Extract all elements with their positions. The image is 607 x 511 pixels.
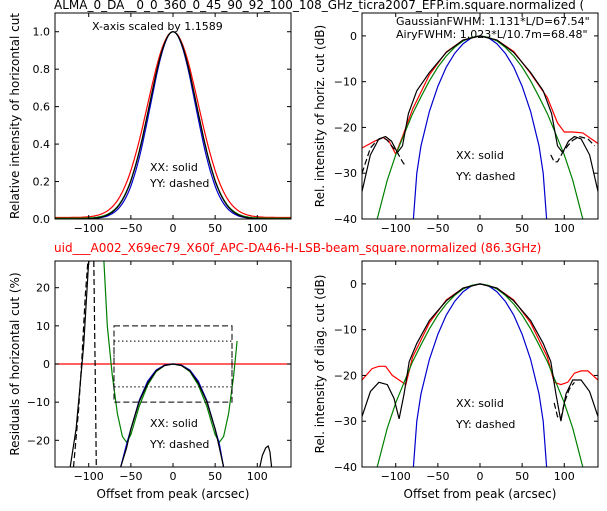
tr-ytick-label: −10: [334, 76, 357, 89]
tr-ytick-label: −20: [334, 121, 357, 134]
bl-xtick-label: 0: [170, 470, 177, 483]
tl-xx-annotation: XX: solid: [150, 161, 198, 174]
br-xtick-label: −100: [381, 470, 411, 483]
bl-ytick-label: −20: [27, 434, 50, 447]
tr-plot-area: [362, 35, 598, 219]
tr-ylabel: Rel. intensity of horiz. cut (dB): [313, 25, 327, 207]
tl-scale-annotation: X-axis scaled by 1.1589: [92, 20, 223, 33]
br-xtick-label: 0: [477, 470, 484, 483]
bl-ytick-label: −10: [27, 396, 50, 409]
tr-series-black-dashed-r-line: [550, 135, 596, 163]
tr-ytick-label: 0: [350, 30, 357, 43]
tl-xtick-label: 50: [208, 222, 222, 235]
bl-box-dotted: [113, 340, 233, 388]
br-ytick-label: 0: [350, 278, 357, 291]
bl-plot-area: [55, 261, 291, 467]
bl-xx-annotation: XX: solid: [150, 417, 198, 430]
bl-xtick-label: −100: [74, 470, 104, 483]
tl-ytick-label: 0.2: [33, 176, 51, 189]
tl-ytick-label: 0.4: [33, 138, 51, 151]
bl-ytick-label: 20: [36, 282, 50, 295]
bl-yy-annotation: YY: dashed: [149, 438, 209, 451]
tr-ytick-label: −30: [334, 167, 357, 180]
tr-xtick-label: −100: [381, 222, 411, 235]
br-xtick-label: −50: [426, 470, 449, 483]
tr-series-blue-line: [412, 35, 548, 219]
br-xx-annotation: XX: solid: [456, 397, 504, 410]
tr-xtick-label: 50: [515, 222, 529, 235]
bl-series-green-line: [103, 261, 238, 444]
bl-series-black-line: [120, 363, 225, 467]
tl-xtick-label: −50: [119, 222, 142, 235]
tr-xtick-label: 0: [477, 222, 484, 235]
tl-yy-annotation: YY: dashed: [149, 177, 209, 190]
bl-series-black-dashed-l-line: [72, 261, 89, 467]
tr-yy-annotation: YY: dashed: [455, 170, 515, 183]
tl-xtick-label: −100: [74, 222, 104, 235]
tr-series-black-dashed-line: [362, 136, 407, 174]
tr-xtick-label: 100: [554, 222, 575, 235]
br-series-blue-line: [412, 283, 548, 467]
tr-series-black-line: [362, 35, 598, 192]
br-xlabel: Offset from peak (arcsec): [404, 487, 557, 501]
br-ytick-label: −10: [334, 324, 357, 337]
br-ytick-label: −20: [334, 369, 357, 382]
bl-xtick-label: −50: [119, 470, 142, 483]
br-xtick-label: 50: [515, 470, 529, 483]
tl-ytick-label: 0.6: [33, 101, 51, 114]
tl-series-blue-line: [55, 31, 291, 219]
bl-xlabel: Offset from peak (arcsec): [97, 487, 250, 501]
tr-ytick-label: −40: [334, 213, 357, 226]
tr-xx-annotation: XX: solid: [456, 149, 504, 162]
br-ytick-label: −40: [334, 461, 357, 474]
tr-axes-frame: [361, 12, 599, 220]
bl-ylabel: Residuals of horizontal cut (%): [8, 272, 22, 455]
tl-plot-area: [55, 31, 291, 219]
br-ytick-label: −30: [334, 415, 357, 428]
bl-ytick-label: 10: [36, 320, 50, 333]
tr-legend-green: GaussianFWHM: 1.131*L/D=67.54": [396, 15, 590, 28]
bl-ytick-label: 0: [43, 358, 50, 371]
br-axes-frame: [361, 260, 599, 468]
tl-series-black-line: [55, 31, 291, 219]
tr-legend-blue: AiryFWHM: 1.023*L/10.7m=68.48": [396, 28, 588, 41]
tl-ytick-label: 0.0: [33, 213, 51, 226]
tl-ylabel: Relative intensity of horizontal cut: [8, 13, 22, 219]
bl-series-black-left-line: [69, 261, 92, 467]
tr-xtick-label: −50: [426, 222, 449, 235]
tl-ytick-label: 1.0: [33, 26, 51, 39]
middle-title: uid___A002_X69ec79_X60f_APC-DA46-H-LSB-b…: [54, 241, 541, 255]
br-ylabel: Rel. intensity of diag. cut (dB): [313, 275, 327, 454]
bl-xtick-label: 50: [208, 470, 222, 483]
tl-series-green-line: [55, 31, 291, 219]
top-title: ALMA_0_DA__0_0_360_0_45_90_92_100_108_GH…: [54, 0, 584, 12]
br-series-black-line: [362, 283, 598, 422]
tl-xtick-label: 0: [170, 222, 177, 235]
tr-series-red-line: [362, 35, 598, 156]
br-plot-area: [362, 283, 598, 467]
tl-ytick-label: 0.8: [33, 63, 51, 76]
br-xtick-label: 100: [554, 470, 575, 483]
bl-xtick-label: 100: [247, 470, 268, 483]
tl-xtick-label: 100: [247, 222, 268, 235]
tr-series-green-line: [376, 35, 584, 219]
br-series-red-line: [362, 283, 598, 386]
bl-series-black-dashed-r-line: [93, 261, 97, 467]
br-yy-annotation: YY: dashed: [455, 418, 515, 431]
br-series-black-dashed-r-line: [553, 381, 575, 420]
bl-series-black-right-line: [259, 444, 273, 467]
